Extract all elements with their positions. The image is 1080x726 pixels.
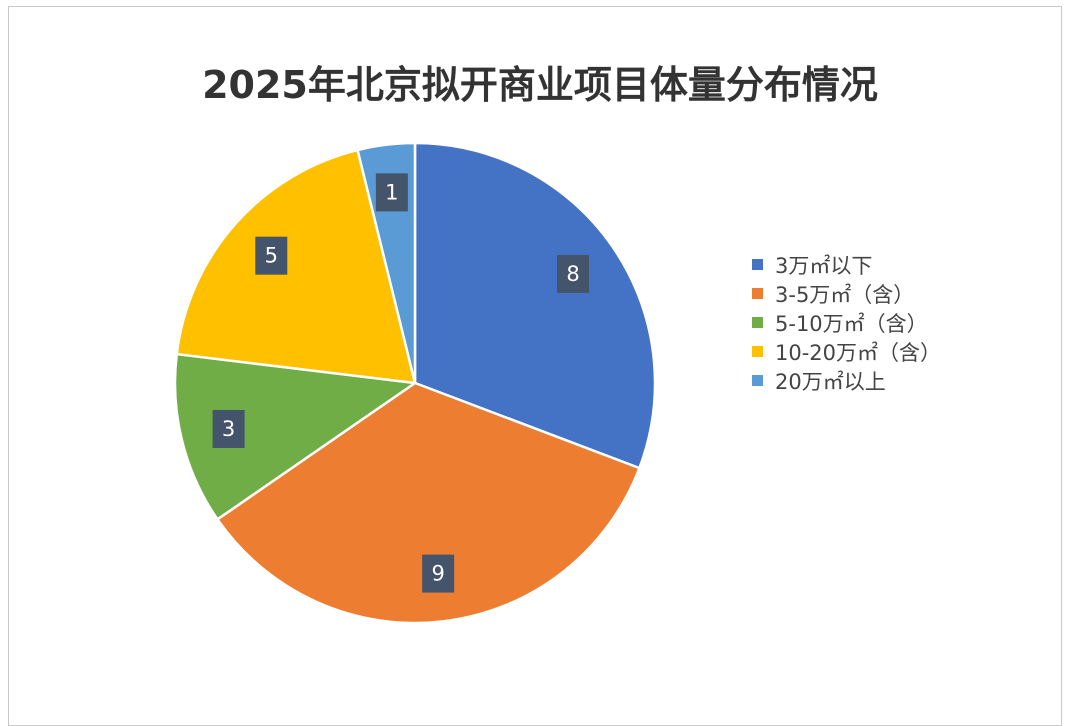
pie-slices [173,141,657,625]
legend-item: 10-20万㎡（含） [752,337,941,366]
data-label-text: 1 [385,180,398,204]
data-label-box [422,554,455,593]
legend-swatch [752,317,763,328]
pie-slice [413,141,657,470]
legend-item: 3万㎡以下 [752,250,941,279]
legend-item: 20万㎡以上 [752,366,941,395]
data-label-text: 8 [566,262,579,286]
data-label: 1 [375,173,408,212]
chart-legend: 3万㎡以下 3-5万㎡（含） 5-10万㎡（含） 10-20万㎡（含） 20万㎡以上 [752,250,941,395]
data-label: 5 [255,236,288,275]
pie-slice [175,148,417,385]
pie-slice [173,352,417,521]
data-label-text: 3 [222,417,235,441]
legend-label: 3万㎡以下 [775,253,873,278]
legend-swatch [752,288,763,299]
data-labels: 8 9 3 5 1 [212,173,590,593]
data-label-text: 5 [265,244,278,268]
legend-item: 5-10万㎡（含） [752,308,941,337]
data-label-box [557,254,590,293]
data-label-text: 9 [431,562,444,586]
data-label: 8 [557,254,590,293]
data-label-box [212,409,245,448]
data-label: 9 [422,554,455,593]
legend-label: 20万㎡以上 [775,369,886,394]
legend-label: 3-5万㎡（含） [775,282,915,307]
pie-slice [216,381,641,625]
data-label-box [255,236,288,275]
legend-label: 10-20万㎡（含） [775,340,942,365]
data-label: 3 [212,409,245,448]
chart-title: 2025年北京拟开商业项目体量分布情况 [202,63,878,107]
legend-swatch [752,375,763,386]
legend-item: 3-5万㎡（含） [752,279,941,308]
data-label-box [375,173,408,212]
legend-label: 5-10万㎡（含） [775,311,928,336]
legend-swatch [752,346,763,357]
legend-swatch [752,259,763,270]
